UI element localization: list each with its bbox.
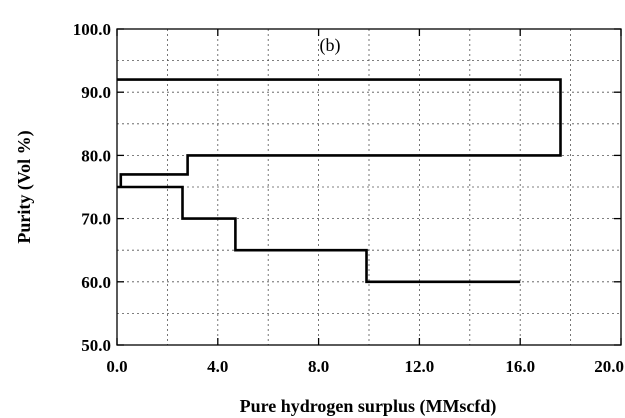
x-tick-label: 4.0 [207,357,228,376]
plot-frame [116,28,622,346]
y-tick-label: 70.0 [81,210,111,229]
series [117,78,562,284]
x-tick-labels: 0.0 4.0 8.0 12.0 16.0 20.0 [106,357,624,376]
y-tick-label: 80.0 [81,146,111,165]
purity-profile-line [117,78,562,284]
panel-annotation: (b) [320,35,341,56]
y-tick-label: 50.0 [81,336,111,355]
y-axis-label: Purity (Vol %) [14,130,35,243]
grid [117,29,621,345]
y-tick-label: 90.0 [81,83,111,102]
x-axis-label: Pure hydrogen surplus (MMscfd) [240,396,497,417]
x-tick-label: 0.0 [106,357,127,376]
y-tick-labels: 50.0 60.0 70.0 80.0 90.0 100.0 [73,20,111,355]
ticks [116,28,622,346]
x-tick-label: 8.0 [308,357,329,376]
x-tick-label: 16.0 [505,357,535,376]
x-tick-label: 20.0 [594,357,624,376]
x-tick-label: 12.0 [405,357,435,376]
y-tick-label: 100.0 [73,20,111,39]
y-tick-label: 60.0 [81,273,111,292]
